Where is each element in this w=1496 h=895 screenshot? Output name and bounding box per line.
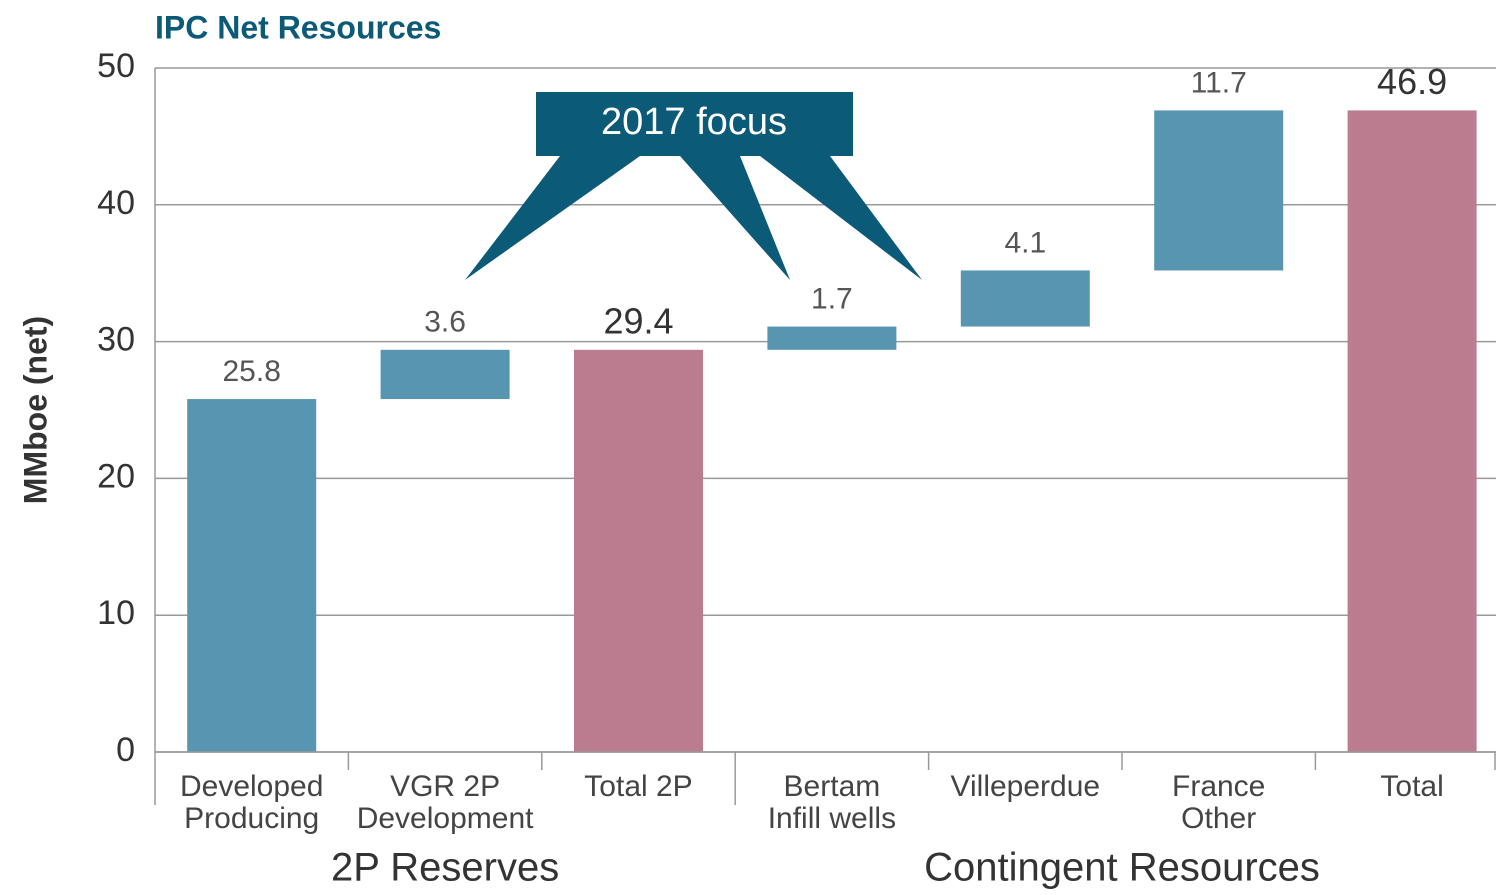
x-tick-label: Total <box>1380 770 1443 803</box>
data-label: 11.7 <box>1191 66 1247 99</box>
bar <box>1347 110 1477 752</box>
callout-pointer <box>680 156 790 280</box>
y-tick-label: 40 <box>97 184 135 222</box>
y-tick-label: 30 <box>97 321 135 359</box>
data-label: 3.6 <box>424 306 466 339</box>
bar <box>960 270 1090 327</box>
callout-pointer <box>760 156 922 280</box>
data-label: 46.9 <box>1377 61 1447 102</box>
x-tick-label: Villeperdue <box>951 770 1101 803</box>
x-tick-label: Producing <box>184 802 319 835</box>
y-tick-label: 20 <box>97 457 135 495</box>
x-tick-label: Other <box>1181 802 1256 835</box>
callout-box <box>536 92 853 156</box>
bar <box>187 399 317 752</box>
chart-title: IPC Net Resources <box>155 9 441 45</box>
callout: 2017 focus <box>465 92 922 280</box>
group-label: 2P Reserves <box>331 846 559 890</box>
bar <box>1154 110 1284 271</box>
group-label: Contingent Resources <box>924 846 1320 890</box>
y-axis-label: MMboe (net) <box>17 316 53 504</box>
callout-pointer <box>465 156 640 280</box>
bar <box>574 349 703 752</box>
data-label: 1.7 <box>811 282 853 315</box>
x-tick-label: Developed <box>180 770 323 803</box>
y-tick-label: 10 <box>97 594 135 632</box>
x-tick-label: France <box>1172 770 1265 803</box>
x-tick-label: Bertam <box>784 770 881 803</box>
y-tick-label: 0 <box>116 731 135 769</box>
data-label: 4.1 <box>1004 226 1046 259</box>
data-label: 29.4 <box>603 300 673 341</box>
callout-text: 2017 focus <box>601 101 787 143</box>
y-tick-label: 50 <box>97 47 135 85</box>
bar <box>767 326 897 350</box>
x-tick-label: VGR 2P <box>390 770 500 803</box>
x-tick-label: Development <box>357 802 534 835</box>
x-tick-label: Infill wells <box>768 802 896 835</box>
x-tick-label: Total 2P <box>584 770 692 803</box>
bar <box>380 349 510 400</box>
data-label: 25.8 <box>223 355 281 388</box>
